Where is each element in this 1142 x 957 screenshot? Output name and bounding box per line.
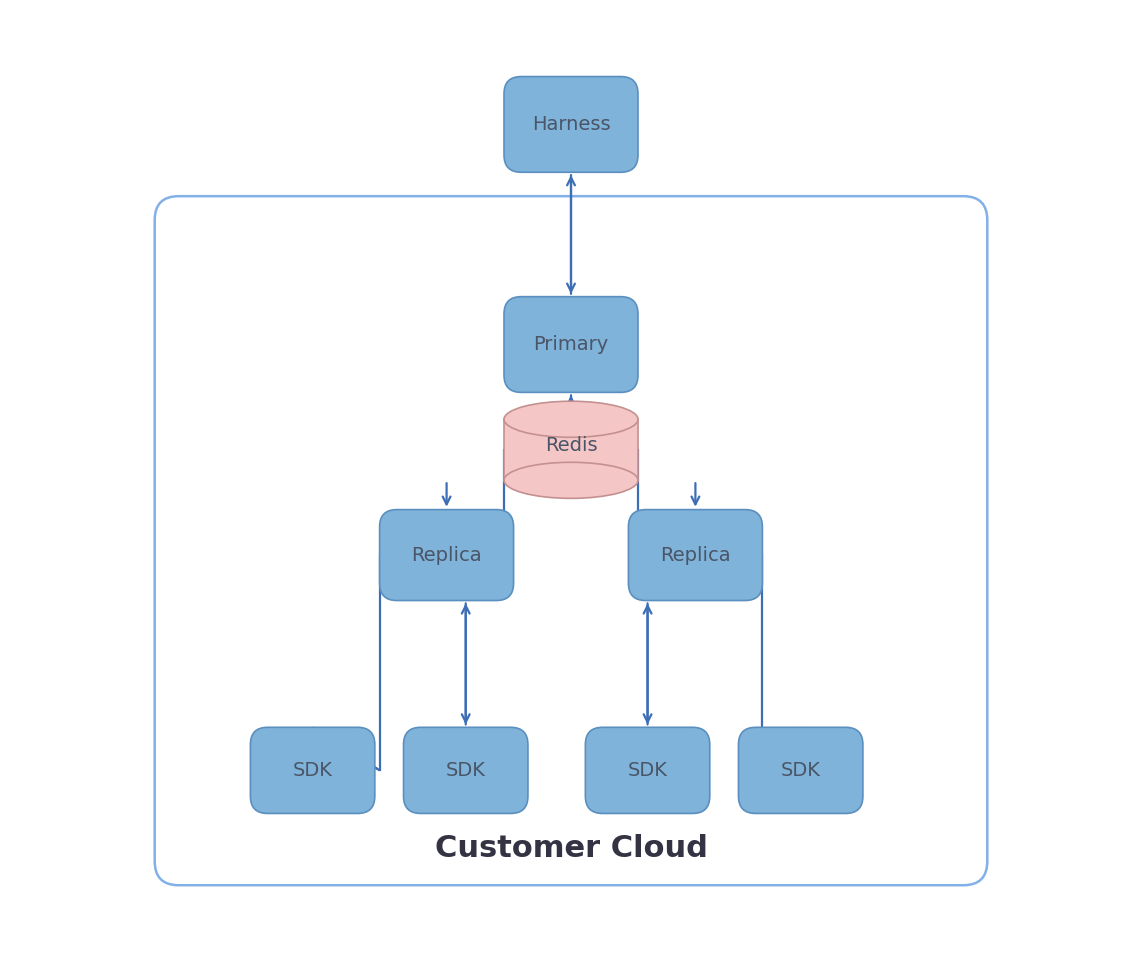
Text: SDK: SDK <box>292 761 332 780</box>
Text: SDK: SDK <box>445 761 485 780</box>
FancyBboxPatch shape <box>154 196 988 885</box>
FancyBboxPatch shape <box>504 297 638 392</box>
FancyBboxPatch shape <box>739 727 863 813</box>
Text: Replica: Replica <box>660 545 731 565</box>
FancyBboxPatch shape <box>504 77 638 172</box>
Text: SDK: SDK <box>781 761 821 780</box>
Text: Replica: Replica <box>411 545 482 565</box>
FancyBboxPatch shape <box>628 509 763 601</box>
Text: Customer Cloud: Customer Cloud <box>435 835 707 863</box>
Text: Redis: Redis <box>545 435 597 455</box>
Text: Primary: Primary <box>533 335 609 354</box>
FancyBboxPatch shape <box>586 727 710 813</box>
FancyBboxPatch shape <box>504 419 638 480</box>
Ellipse shape <box>504 401 638 437</box>
Text: SDK: SDK <box>628 761 667 780</box>
FancyBboxPatch shape <box>403 727 528 813</box>
Text: Harness: Harness <box>532 115 610 134</box>
Ellipse shape <box>504 462 638 499</box>
FancyBboxPatch shape <box>250 727 375 813</box>
FancyBboxPatch shape <box>379 509 514 601</box>
